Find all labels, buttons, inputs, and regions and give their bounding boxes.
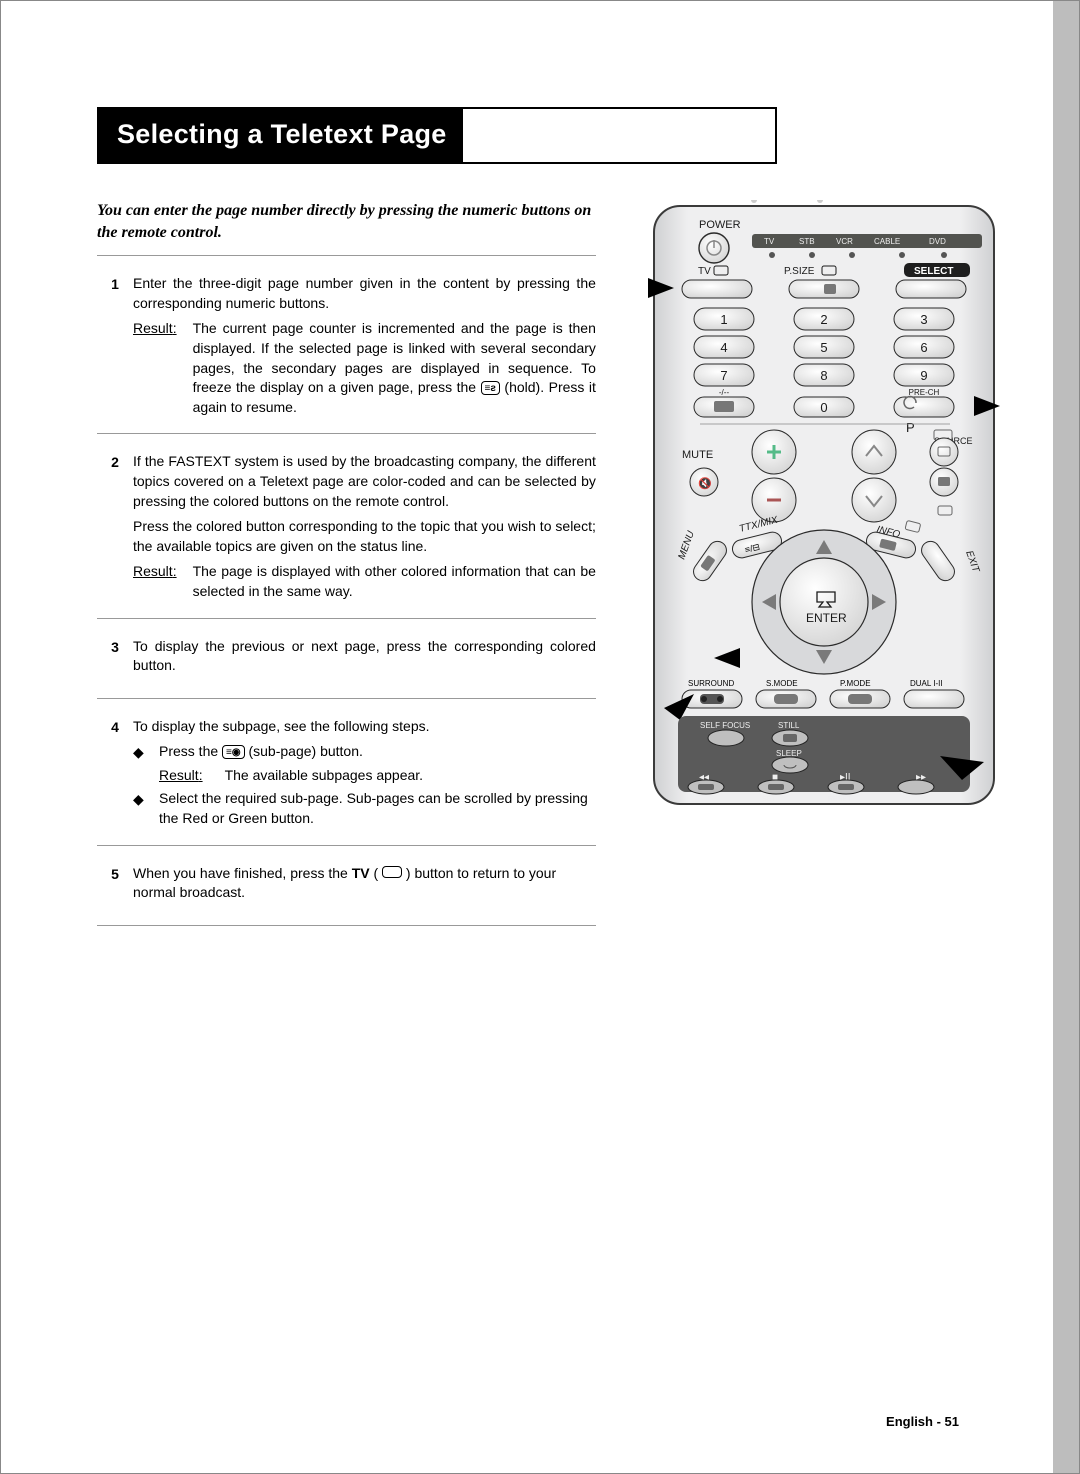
rule: [97, 255, 596, 256]
svg-text:SURROUND: SURROUND: [688, 679, 734, 688]
step-text: To display the previous or next page, pr…: [133, 637, 596, 676]
substep: ◆ Press the ≡◉ (sub-page) button. Result…: [133, 742, 596, 785]
step-1: 1 Enter the three-digit page number give…: [97, 266, 596, 425]
rule: [97, 845, 596, 846]
svg-text:VCR: VCR: [836, 237, 853, 246]
step-5: 5 When you have finished, press the TV (…: [97, 856, 596, 917]
step-text: Enter the three-digit page number given …: [133, 274, 596, 313]
bullet-icon: ◆: [133, 742, 145, 785]
svg-text:5: 5: [821, 340, 828, 355]
result-label: Result: [133, 319, 177, 417]
manual-page: Selecting a Teletext Page You can enter …: [0, 0, 1080, 1474]
section-title: Selecting a Teletext Page: [107, 109, 463, 162]
content-row: You can enter the page number directly b…: [97, 200, 1023, 936]
page-footer: English - 51: [886, 1414, 959, 1429]
instructions-column: You can enter the page number directly b…: [97, 200, 596, 936]
svg-text:3: 3: [921, 312, 928, 327]
svg-text:DUAL I-II: DUAL I-II: [910, 679, 943, 688]
power-label: POWER: [699, 219, 741, 231]
rule: [97, 433, 596, 434]
step-3: 3 To display the previous or next page, …: [97, 629, 596, 690]
substep-text: Select the required sub-page. Sub-pages …: [159, 789, 596, 828]
step-text: When you have finished, press the TV ( )…: [133, 864, 596, 903]
step-text: If the FASTEXT system is used by the bro…: [133, 452, 596, 511]
svg-text:RESET: RESET: [828, 796, 852, 803]
svg-text:🔇: 🔇: [698, 477, 712, 490]
step-4: 4 To display the subpage, see the follow…: [97, 709, 596, 837]
svg-text:8: 8: [821, 368, 828, 383]
svg-text:7: 7: [721, 368, 728, 383]
step-number: 5: [97, 864, 133, 909]
svg-text:DVD: DVD: [929, 237, 946, 246]
result-label: Result: [159, 766, 203, 786]
step-number: 3: [97, 637, 133, 682]
substep: ◆ Select the required sub-page. Sub-page…: [133, 789, 596, 828]
step-2: 2 If the FASTEXT system is used by the b…: [97, 444, 596, 609]
svg-text:STB: STB: [799, 237, 815, 246]
step-number: 1: [97, 274, 133, 417]
step-text: To display the subpage, see the followin…: [133, 717, 596, 737]
svg-text:2: 2: [821, 312, 828, 327]
svg-text:P.SIZE: P.SIZE: [784, 266, 815, 277]
tv-button-icon: [382, 866, 402, 878]
bullet-icon: ◆: [133, 789, 145, 828]
result-text: The available subpages appear.: [225, 766, 423, 786]
page-edge-tab: [1053, 1, 1079, 1473]
hold-icon: ≡ƨ: [481, 381, 500, 395]
svg-text:ENTER: ENTER: [806, 611, 847, 625]
svg-text:SELF FOCUS: SELF FOCUS: [700, 721, 750, 730]
result-text: The page is displayed with other colored…: [193, 562, 596, 601]
svg-text:P: P: [906, 420, 915, 435]
svg-text:SET: SET: [762, 796, 776, 803]
rule: [97, 618, 596, 619]
svg-text:4: 4: [721, 340, 728, 355]
svg-text:P.MODE: P.MODE: [840, 679, 871, 688]
svg-text:PRE-CH: PRE-CH: [909, 388, 940, 397]
step-number: 4: [97, 717, 133, 829]
result-label: Result: [133, 562, 177, 601]
svg-text:S.MODE: S.MODE: [766, 679, 798, 688]
svg-text:STILL: STILL: [778, 721, 800, 730]
rule: [97, 925, 596, 926]
svg-text:1: 1: [721, 312, 728, 327]
svg-text:0: 0: [821, 400, 828, 415]
rule: [97, 698, 596, 699]
svg-text:9: 9: [921, 368, 928, 383]
step-number: 2: [97, 452, 133, 601]
intro-text: You can enter the page number directly b…: [97, 200, 596, 243]
svg-text:-/--: -/--: [719, 388, 730, 397]
section-title-block: Selecting a Teletext Page: [97, 107, 777, 164]
svg-text:CABLE: CABLE: [874, 237, 900, 246]
svg-text:6: 6: [921, 340, 928, 355]
substep-text: Press the ≡◉ (sub-page) button.: [159, 743, 363, 759]
svg-text:MUTE: MUTE: [682, 449, 713, 461]
svg-text:SELECT: SELECT: [914, 266, 953, 277]
svg-text:TV: TV: [764, 237, 775, 246]
result-text: The current page counter is incremented …: [193, 319, 596, 417]
step-text-2: Press the colored button corresponding t…: [133, 517, 596, 556]
remote-svg: POWER TV STB VCR CABLE DVD TV: [644, 200, 1004, 810]
remote-illustration: POWER TV STB VCR CABLE DVD TV: [626, 200, 1023, 810]
subpage-icon: ≡◉: [222, 745, 245, 759]
svg-text:TV: TV: [698, 266, 711, 277]
